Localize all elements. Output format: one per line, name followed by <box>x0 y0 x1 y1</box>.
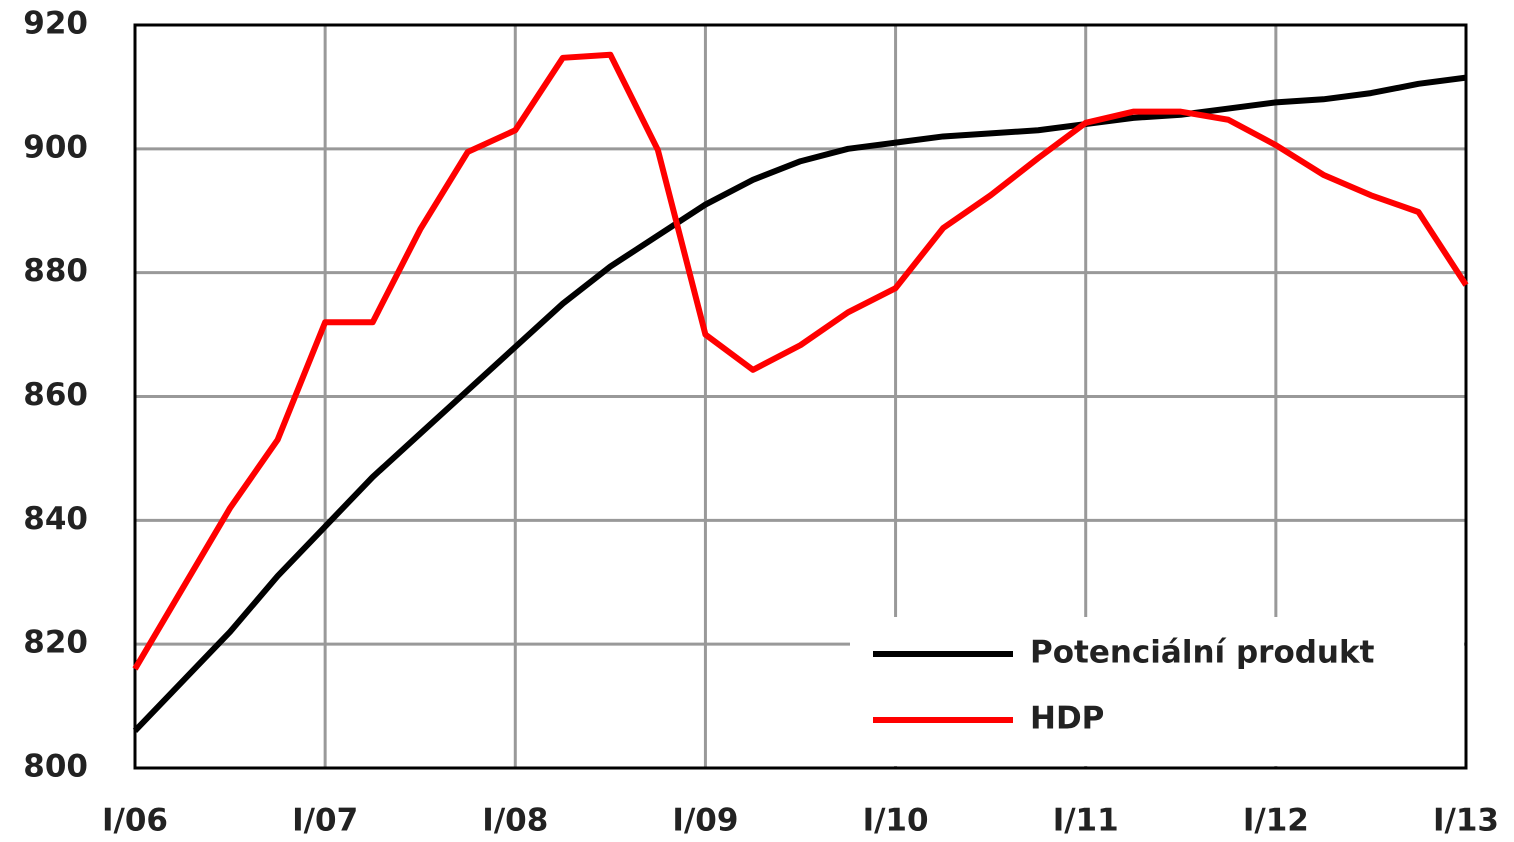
y-tick-label: 860 <box>23 377 88 413</box>
y-tick-label: 840 <box>23 501 88 537</box>
y-tick-label: 800 <box>23 749 88 785</box>
x-tick-label: I/10 <box>863 803 929 839</box>
y-tick-label: 820 <box>23 625 88 661</box>
x-tick-label: I/12 <box>1243 803 1309 839</box>
legend-label: HDP <box>1030 701 1104 737</box>
x-tick-label: I/06 <box>102 803 168 839</box>
x-tick-label: I/09 <box>672 803 738 839</box>
x-tick-label: I/11 <box>1053 803 1119 839</box>
x-tick-label: I/13 <box>1433 803 1499 839</box>
x-tick-label: I/08 <box>482 803 548 839</box>
series-line <box>132 74 1467 733</box>
y-tick-label: 880 <box>23 253 88 289</box>
y-tick-label: 900 <box>23 129 88 165</box>
x-tick-label: I/07 <box>292 803 358 839</box>
plot-border <box>133 23 1468 770</box>
legend-box <box>850 617 1464 766</box>
legend-label: Potenciální produkt <box>1030 635 1375 671</box>
y-tick-label: 920 <box>23 6 88 42</box>
series-line <box>132 51 1469 671</box>
